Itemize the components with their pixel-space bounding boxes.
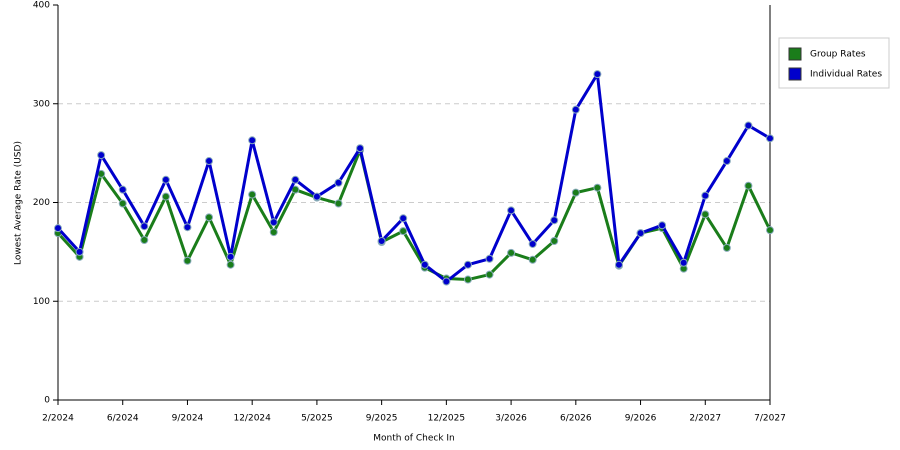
point [593, 183, 602, 192]
point [766, 134, 774, 143]
x-tick-label: 6/2026 [560, 414, 592, 424]
point [97, 151, 106, 160]
point [507, 206, 516, 215]
x-tick-label: 5/2025 [301, 414, 333, 424]
point [377, 237, 386, 246]
point [399, 227, 408, 236]
point [485, 254, 494, 263]
point [463, 260, 472, 269]
y-tick-label: 100 [33, 297, 50, 307]
point [226, 252, 235, 261]
point [442, 277, 451, 286]
point [312, 192, 321, 201]
series-line [56, 148, 772, 282]
point [550, 237, 559, 246]
point [248, 136, 257, 145]
point [571, 188, 580, 197]
series-line [56, 72, 771, 283]
x-tick-label: 9/2025 [366, 414, 398, 424]
point [744, 181, 753, 190]
x-tick-label: 9/2026 [625, 414, 657, 424]
point [463, 275, 472, 284]
point [744, 121, 753, 130]
point [701, 191, 710, 200]
legend-swatch [788, 67, 802, 81]
y-axis-label: Lowest Average Rate (USD) [14, 141, 24, 265]
point [766, 226, 774, 235]
point [291, 175, 300, 184]
point [593, 70, 602, 79]
point [269, 228, 278, 237]
legend: Group Rates Individual Rates [778, 37, 890, 89]
point [183, 256, 192, 265]
point [528, 239, 537, 248]
point [269, 218, 278, 227]
point [205, 157, 214, 166]
point [334, 199, 343, 208]
point [701, 210, 710, 219]
point [528, 255, 537, 264]
point [420, 260, 429, 269]
x-tick-label: 9/2024 [172, 414, 204, 424]
point [485, 270, 494, 279]
point [226, 260, 235, 269]
point [75, 247, 84, 256]
point [248, 190, 257, 199]
legend-swatch [788, 47, 802, 61]
point [550, 216, 559, 225]
point [399, 214, 408, 223]
point [636, 229, 645, 238]
y-tick-label: 200 [33, 198, 50, 208]
point [507, 248, 516, 257]
x-tick-label: 12/2024 [233, 414, 271, 424]
x-tick-label: 2/2024 [42, 414, 74, 424]
y-tick-label: 400 [33, 1, 50, 11]
point [54, 224, 62, 233]
point [356, 144, 365, 153]
x-tick-label: 3/2026 [495, 414, 527, 424]
point [679, 258, 688, 267]
y-tick-label: 300 [33, 99, 50, 109]
point [205, 213, 214, 222]
point [161, 192, 170, 201]
point [722, 243, 731, 252]
x-tick-label: 6/2024 [107, 414, 139, 424]
x-axis-label: Month of Check In [373, 434, 455, 444]
point [161, 175, 170, 184]
point [334, 178, 343, 187]
point [118, 199, 127, 208]
y-tick-label: 0 [44, 396, 50, 406]
x-tick-label: 2/2027 [689, 414, 721, 424]
point [658, 221, 667, 230]
point [614, 260, 623, 269]
point [571, 105, 580, 114]
point [722, 157, 731, 166]
point [140, 222, 149, 231]
legend-label: Individual Rates [810, 70, 882, 80]
legend-label: Group Rates [810, 50, 866, 60]
point [140, 236, 149, 245]
x-tick-label: 7/2027 [754, 414, 786, 424]
point [118, 185, 127, 194]
x-tick-label: 12/2025 [428, 414, 465, 424]
point [183, 223, 192, 232]
